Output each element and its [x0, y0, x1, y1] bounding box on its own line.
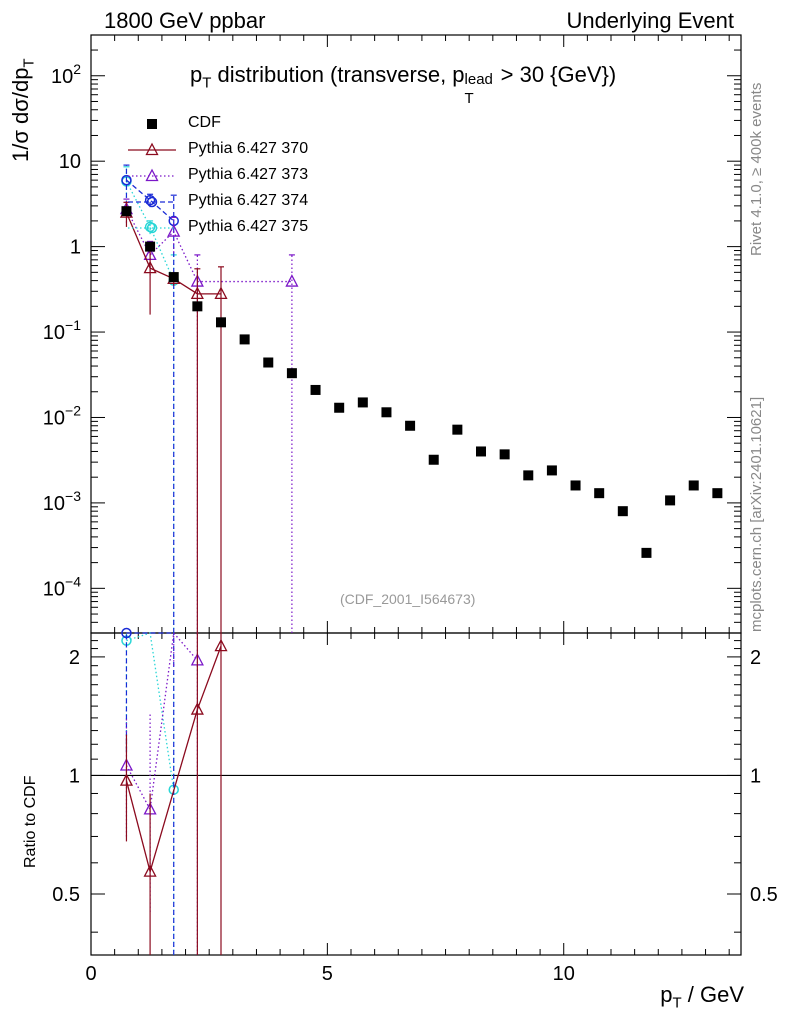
mcplots-label: mcplots.cern.ch [arXiv:2401.10621]	[748, 396, 765, 632]
ratio-point	[143, 864, 157, 877]
series-line	[125, 181, 175, 281]
y-tick-label: 1	[70, 237, 81, 259]
cdf-data-point	[192, 301, 203, 312]
y-tick-label: 102	[51, 61, 81, 88]
cdf-data-point	[286, 368, 297, 379]
cdf-data-point	[405, 420, 416, 431]
legend-marker	[147, 119, 157, 129]
cdf-data-point	[523, 470, 534, 481]
ratio-point	[119, 773, 134, 786]
ratio-y-tick-label-right: 0.5	[750, 884, 778, 906]
legend-label: Pythia 6.427 373	[188, 166, 309, 183]
x-tick-label: 10	[553, 963, 575, 985]
legend-marker	[145, 142, 159, 156]
ratio-y-tick-label-right: 1	[750, 765, 761, 787]
y-axis-label: 1/σ dσ/dpT	[8, 58, 38, 162]
data-point	[144, 194, 156, 206]
data-point	[121, 174, 132, 186]
legend-label: Pythia 6.427 374	[188, 192, 309, 209]
cdf-data-point	[216, 317, 226, 328]
ratio-plot-frame	[90, 632, 742, 956]
ratio-line	[125, 631, 198, 812]
rivet-version-label: Rivet 4.1.0, ≥ 400k events	[748, 82, 765, 256]
cdf-data-point	[239, 334, 250, 345]
cdf-data-point	[452, 424, 463, 435]
data-point	[143, 260, 157, 274]
cdf-data-point	[712, 488, 723, 499]
ratio-y-axis-label: Ratio to CDF	[22, 775, 39, 868]
legend-label: CDF	[188, 114, 221, 131]
cdf-data-point	[594, 488, 605, 499]
cdf-data-point	[546, 465, 557, 476]
y-tick-label: 10−3	[43, 488, 81, 515]
cdf-data-point	[570, 480, 581, 491]
data-point	[214, 286, 228, 299]
cdf-data-point	[499, 449, 510, 460]
data-point	[285, 274, 299, 287]
ratio-y-tick-label: 1	[69, 765, 80, 787]
header-left: 1800 GeV ppbar	[104, 8, 266, 33]
series-line	[126, 179, 175, 222]
ratio-line	[126, 632, 175, 790]
cdf-data-point	[357, 397, 368, 408]
legend-marker	[146, 196, 158, 208]
y-tick-label: 10−2	[43, 402, 81, 429]
y-tick-label: 10−1	[43, 317, 81, 344]
ratio-y-tick-label: 0.5	[52, 884, 80, 906]
cdf-data-point	[428, 454, 439, 465]
ratio-line	[125, 645, 222, 875]
cdf-data-point	[121, 206, 132, 217]
x-tick-label: 5	[322, 963, 333, 985]
x-tick-label: 0	[85, 963, 96, 985]
cdf-data-point	[310, 384, 321, 395]
cdf-data-point	[263, 357, 274, 368]
cdf-data-point	[168, 272, 179, 283]
legend-marker	[145, 168, 159, 182]
header-right: Underlying Event	[566, 8, 734, 33]
legend-label: Pythia 6.427 375	[188, 218, 309, 235]
cdf-data-point	[665, 495, 676, 506]
ratio-y-tick-label-right: 2	[750, 647, 761, 669]
cdf-data-point	[641, 547, 652, 558]
chart-title: pT distribution (transverse, p lead T > 30…	[190, 62, 617, 107]
cdf-data-point	[381, 407, 392, 418]
legend-label: Pythia 6.427 370	[188, 140, 309, 157]
cdf-data-point	[334, 402, 345, 413]
data-point	[190, 286, 204, 299]
legend-marker	[146, 222, 158, 234]
data-point	[167, 224, 181, 237]
y-tick-label: 10	[59, 151, 81, 173]
cdf-data-point	[688, 480, 699, 491]
ratio-point	[190, 702, 204, 715]
y-tick-label: 10−4	[43, 573, 81, 600]
ratio-y-tick-label: 2	[69, 647, 80, 669]
cdf-data-point	[145, 241, 156, 252]
cdf-data-point	[617, 506, 628, 517]
cdf-data-point	[476, 446, 486, 457]
ratio-point	[214, 638, 228, 652]
x-axis-label: pT / GeV	[660, 982, 744, 1012]
ratio-point	[121, 627, 132, 639]
analysis-annotation: (CDF_2001_I564673)	[340, 591, 476, 607]
